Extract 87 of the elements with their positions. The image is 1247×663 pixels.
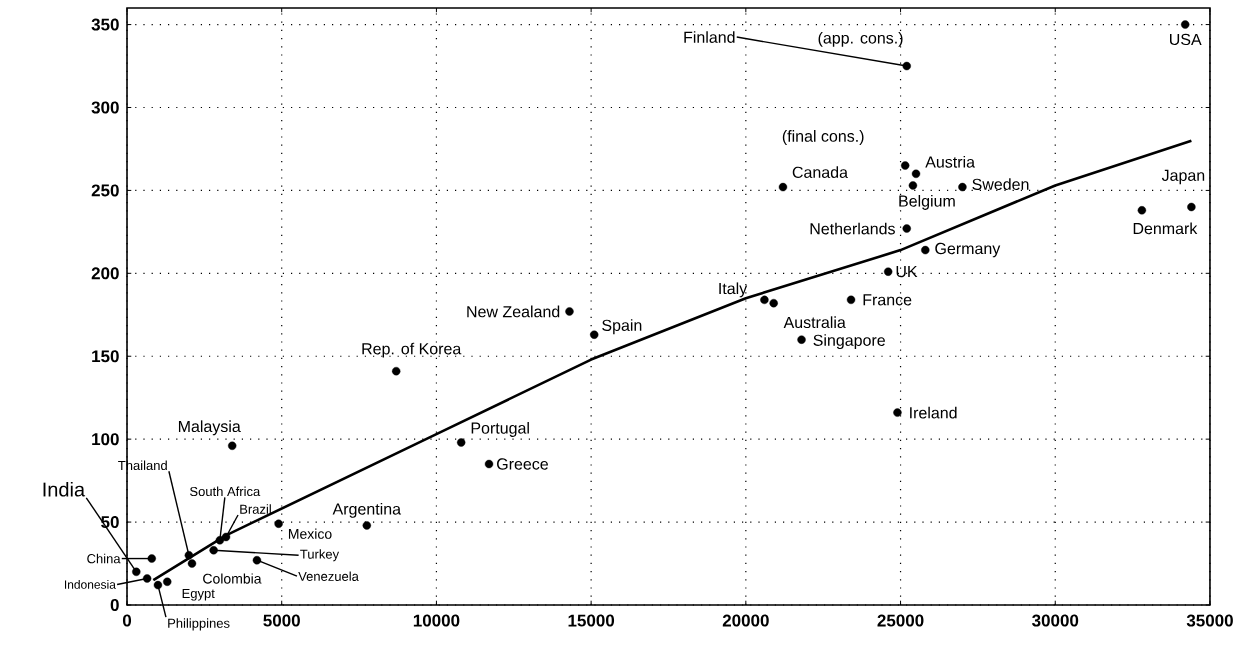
point (456, 438, 466, 447)
point (252, 556, 262, 565)
y-tick-label: 300 (91, 101, 119, 114)
annotation: Austria (925, 155, 976, 168)
annotation: Sweden (972, 178, 1029, 190)
point (209, 546, 218, 555)
point (484, 459, 494, 469)
annotation: UK (896, 266, 918, 278)
point (392, 366, 401, 376)
annotation: Argentina (332, 502, 402, 518)
annotation: Turkey (300, 549, 340, 562)
annotation: Venezuela (298, 571, 359, 581)
annotation: New Zealand (467, 305, 560, 318)
point (565, 307, 574, 316)
annotation: Japan (1161, 169, 1205, 185)
point (228, 441, 237, 450)
point (902, 61, 911, 71)
point (163, 577, 172, 586)
annotation: Finland (684, 31, 735, 43)
point (778, 182, 788, 192)
annotation: Rep. of Korea (362, 342, 462, 358)
point (958, 182, 967, 192)
annotation: Egypt (182, 588, 215, 601)
point (274, 519, 283, 528)
annotation: India (43, 481, 86, 497)
annotation: Germany (935, 242, 1001, 258)
point (221, 532, 231, 542)
point (1187, 202, 1196, 212)
annotation: (app. cons.) (818, 31, 903, 47)
annotation: Netherlands (810, 222, 895, 235)
point (760, 295, 769, 305)
annotation: Malaysia (178, 420, 241, 436)
point (215, 536, 225, 545)
y-tick-label: 0 (110, 598, 119, 612)
point (900, 161, 910, 170)
point (187, 559, 197, 568)
x-tick-label: 25000 (877, 614, 924, 627)
point (908, 181, 918, 190)
point (902, 224, 911, 233)
annotation: Singapore (813, 334, 885, 350)
x-tick-label: 20000 (722, 614, 769, 627)
annotation: South Africa (190, 486, 261, 497)
point (1137, 206, 1147, 215)
y-tick-label: 200 (91, 267, 119, 280)
annotation: Mexico (288, 528, 332, 539)
point (846, 295, 856, 305)
annotation: (final cons.) (782, 130, 864, 145)
annotation: Philippines (168, 618, 230, 631)
point (590, 330, 599, 339)
annotation: Italy (719, 282, 748, 298)
annotation: Belgium (899, 194, 955, 210)
annotation: Colombia (203, 573, 262, 584)
y-tick-label: 350 (91, 18, 119, 31)
point (893, 408, 902, 417)
point (142, 574, 152, 583)
point (1181, 20, 1190, 29)
annotation: Australia (783, 316, 846, 329)
annotation: Portugal (471, 422, 529, 437)
x-tick-label: 35000 (1186, 614, 1233, 627)
y-tick-label: 100 (92, 433, 119, 446)
annotation: Spain (602, 319, 642, 335)
y-tick-label: 150 (92, 350, 119, 363)
annotation: Greece (497, 458, 548, 470)
x-tick-label: 30000 (1032, 614, 1079, 627)
x-tick-label: 10000 (413, 614, 460, 627)
point (147, 554, 156, 563)
point (769, 298, 778, 308)
annotation: Brazil (240, 504, 271, 514)
point (184, 551, 194, 560)
annotation: Denmark (1133, 222, 1198, 235)
annotation: France (863, 294, 912, 306)
annotation: Ireland (910, 406, 957, 419)
y-tick-label: 250 (91, 184, 119, 197)
x-tick-label: 5000 (263, 614, 300, 627)
point (153, 580, 163, 590)
point (921, 245, 930, 255)
point (797, 335, 806, 344)
point (911, 169, 921, 179)
annotation: China (87, 553, 121, 564)
annotation: USA (1170, 33, 1202, 46)
x-tick-label: 15000 (568, 614, 615, 627)
x-tick-label: 0 (122, 614, 132, 627)
annotation: Indonesia (64, 580, 116, 589)
annotation: Canada (792, 166, 848, 178)
point (132, 567, 141, 577)
point (362, 521, 372, 530)
point (883, 267, 893, 276)
